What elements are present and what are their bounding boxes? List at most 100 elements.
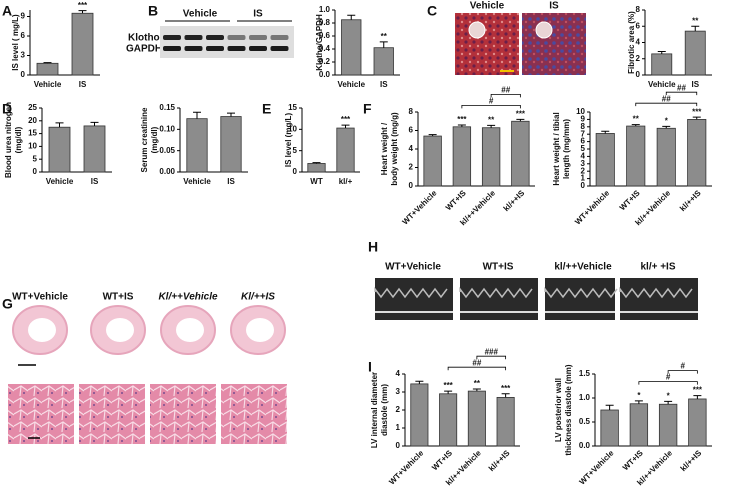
bar [658, 403, 678, 447]
bracket [461, 105, 521, 109]
y-tick-label: 4 [581, 152, 586, 161]
error-bar [601, 130, 610, 134]
error-bar [457, 124, 466, 127]
significance-label: ** [692, 16, 699, 25]
error-bar [631, 124, 640, 127]
x-tick-label: kl/++IS [487, 448, 512, 473]
heart-lumen [176, 318, 204, 342]
error-bar [693, 395, 702, 399]
x-tick-label: Vehicle [183, 177, 211, 186]
error-bar [662, 125, 671, 129]
y-axis-label: LV posterior wall [554, 378, 563, 442]
bracket [476, 355, 507, 360]
bracket-label: # [681, 362, 686, 371]
y-tick-label: 10 [288, 124, 297, 133]
bar [452, 126, 472, 187]
x-tick-label: WT+Vehicle [573, 188, 611, 226]
x-tick-label: WT+IS [621, 448, 645, 472]
x-tick-label: Vehicle [648, 80, 676, 89]
panel-label: B [148, 3, 158, 19]
significance-label: * [665, 117, 669, 126]
y-tick-label: 0.10 [159, 124, 175, 133]
echo-label: kl/+ +IS [640, 262, 675, 273]
y-tick-label: 25 [28, 103, 37, 112]
bar [373, 47, 394, 76]
bar [220, 116, 242, 173]
x-tick-label: IS [380, 80, 388, 89]
significance-label: ** [488, 116, 495, 125]
x-tick-label: Vehicle [34, 80, 62, 89]
histology-image [221, 384, 287, 444]
y-tick-label: 8 [581, 122, 586, 131]
y-tick-label: 6 [581, 137, 586, 146]
micrograph [455, 13, 519, 75]
blot-band [227, 46, 246, 51]
blot-band [184, 35, 203, 40]
bar [595, 133, 615, 187]
bracket [635, 102, 698, 107]
echo-trace [374, 286, 448, 299]
y-axis-label: (mg/dl) [14, 126, 23, 153]
x-tick-label: WT+IS [444, 188, 468, 212]
micrograph [522, 13, 586, 75]
y-tick-label: 15 [288, 103, 297, 112]
error-bar [692, 116, 701, 120]
y-tick-label: 0 [396, 441, 401, 450]
x-tick-label: WT [310, 177, 323, 186]
y-tick-label: 0.8 [319, 18, 331, 27]
error-bar [78, 10, 87, 14]
y-tick-label: 0.4 [319, 44, 331, 53]
bar [423, 135, 442, 187]
bar [684, 30, 706, 76]
bar [600, 409, 619, 447]
x-tick-label: IS [79, 80, 87, 89]
y-tick-label: 1 [396, 423, 401, 432]
significance-label: *** [341, 115, 351, 124]
blot-band [270, 35, 289, 40]
glomerulus [468, 21, 486, 39]
heart-lumen [246, 318, 274, 342]
x-tick-label: kl/++IS [502, 188, 527, 213]
x-tick-label: WT+IS [430, 448, 454, 472]
error-bar [379, 41, 388, 48]
bracket-label: ## [472, 358, 481, 367]
bar [629, 403, 649, 447]
bar [439, 393, 458, 447]
y-tick-label: 3 [396, 387, 401, 396]
y-tick-label: 0.15 [159, 103, 175, 112]
x-tick-label: IS [227, 177, 235, 186]
blot-protein-label: Klotho [128, 33, 160, 44]
bar [71, 12, 94, 76]
panel-label: I [368, 359, 372, 375]
blot-band [206, 46, 224, 51]
blot-band [163, 35, 181, 40]
bracket-label: ## [662, 94, 671, 103]
bracket [667, 370, 698, 374]
error-bar [501, 393, 510, 398]
bar [626, 125, 646, 187]
error-bar [55, 122, 64, 128]
blot-band [184, 46, 203, 51]
x-tick-label: Vehicle [46, 177, 74, 186]
y-tick-label: 0 [636, 70, 641, 79]
y-tick-label: 5 [581, 144, 586, 153]
bar [307, 163, 326, 173]
y-axis-label: thickness diastole (mm) [564, 364, 573, 455]
blot-band [206, 35, 224, 40]
bar [36, 62, 59, 76]
error-bar [634, 400, 643, 404]
x-tick-label: IS [91, 177, 99, 186]
x-tick-label: Vehicle [337, 80, 365, 89]
histology-label: Kl/++IS [241, 292, 275, 303]
panel-label: D [2, 101, 12, 117]
bar [186, 118, 208, 173]
y-tick-label: 0 [33, 167, 38, 176]
histology-image [150, 384, 216, 444]
echo-label: kl/++Vehicle [554, 262, 612, 273]
y-tick-label: 3 [21, 51, 26, 60]
histology-image [8, 384, 74, 444]
error-bar [428, 134, 437, 137]
x-tick-label: kl/++IS [679, 448, 704, 473]
y-tick-label: 3 [581, 159, 586, 168]
